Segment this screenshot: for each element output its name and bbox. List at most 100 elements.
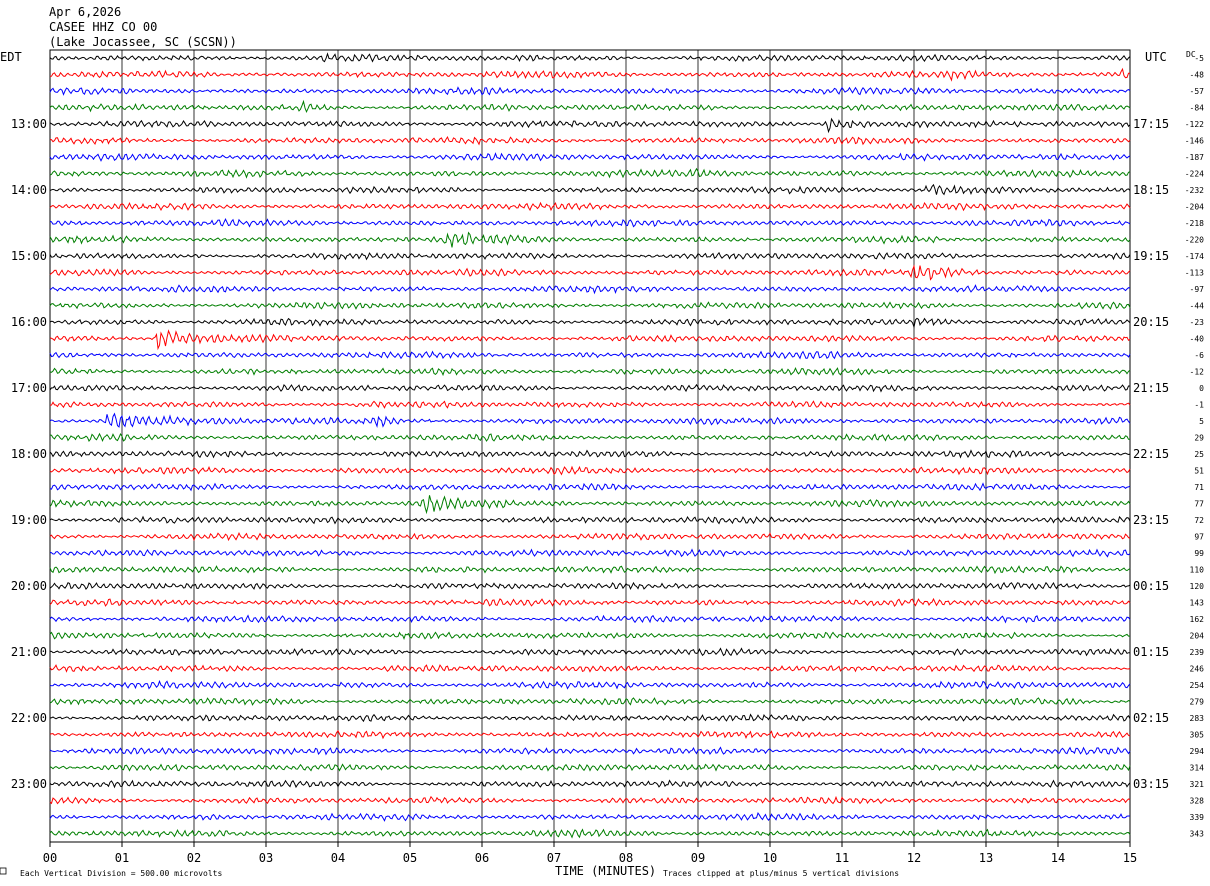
- dc-offset-label: -44: [1190, 302, 1205, 311]
- trace-line-12: [49, 251, 1131, 261]
- dc-offset-label: -232: [1185, 186, 1204, 195]
- corner-mark-icon: [0, 867, 7, 875]
- trace-line-19: [49, 366, 1131, 377]
- dc-offset-label: 246: [1190, 665, 1205, 674]
- x-tick-label: 14: [1051, 851, 1065, 865]
- trace-line-0: [49, 52, 1131, 63]
- left-hour-label: 18:00: [11, 447, 47, 461]
- dc-offset-label: -48: [1190, 71, 1205, 80]
- dc-offset-label: -113: [1185, 269, 1204, 278]
- right-hour-label: 18:15: [1133, 183, 1169, 197]
- dc-offset-label: -23: [1190, 318, 1205, 327]
- trace-line-44: [49, 779, 1131, 789]
- trace-line-15: [49, 301, 1131, 310]
- x-tick-label: 03: [259, 851, 273, 865]
- left-hour-label: 22:00: [11, 711, 47, 725]
- trace-line-28: [49, 515, 1131, 525]
- trace-line-23: [49, 432, 1130, 442]
- trace-line-13: [49, 264, 1131, 281]
- dc-offset-label: -146: [1185, 137, 1204, 146]
- trace-line-1: [49, 67, 1130, 82]
- trace-line-34: [49, 614, 1131, 624]
- trace-line-18: [49, 350, 1131, 360]
- dc-offset-label: 283: [1190, 714, 1205, 723]
- left-hour-label: 13:00: [11, 117, 47, 131]
- dc-offset-label: 99: [1194, 549, 1204, 558]
- trace-line-45: [49, 795, 1131, 805]
- dc-offset-label: -6: [1194, 351, 1204, 360]
- trace-line-7: [49, 167, 1131, 179]
- dc-offset-label: 162: [1190, 615, 1205, 624]
- dc-offset-label: -187: [1185, 153, 1204, 162]
- dc-offset-label: 254: [1190, 681, 1205, 690]
- right-hour-label: 23:15: [1133, 513, 1169, 527]
- scale-note: Each Vertical Division = 500.00 microvol…: [20, 869, 222, 878]
- trace-line-14: [49, 284, 1131, 295]
- x-tick-label: 02: [187, 851, 201, 865]
- left-hour-label: 19:00: [11, 513, 47, 527]
- right-hour-label: 17:15: [1133, 117, 1169, 131]
- dc-offset-label: 239: [1190, 648, 1205, 657]
- trace-line-17: [49, 329, 1131, 351]
- right-timezone-label: UTC: [1145, 50, 1167, 64]
- dc-offset-label: 321: [1190, 780, 1205, 789]
- trace-line-16: [49, 317, 1131, 329]
- trace-line-41: [49, 729, 1131, 740]
- trace-line-47: [49, 828, 1131, 839]
- clip-note: Traces clipped at plus/minus 5 vertical …: [663, 869, 899, 878]
- right-hour-label: 00:15: [1133, 579, 1169, 593]
- trace-line-36: [49, 647, 1130, 657]
- trace-line-33: [49, 597, 1131, 608]
- dc-offset-label: 339: [1190, 813, 1205, 822]
- trace-line-39: [49, 697, 1131, 706]
- dc-offset-label: 71: [1194, 483, 1204, 492]
- dc-offset-label: 29: [1194, 434, 1204, 443]
- dc-offset-label: -12: [1190, 368, 1205, 377]
- trace-line-30: [49, 548, 1131, 558]
- left-hour-label: 21:00: [11, 645, 47, 659]
- x-tick-label: 01: [115, 851, 129, 865]
- location-label: (Lake Jocassee, SC (SCSN)): [49, 35, 237, 49]
- dc-offset-label: 120: [1190, 582, 1205, 591]
- right-hour-label: 19:15: [1133, 249, 1169, 263]
- x-tick-label: 07: [547, 851, 561, 865]
- trace-line-46: [49, 811, 1130, 822]
- dc-offset-label: -218: [1185, 219, 1204, 228]
- trace-line-8: [49, 183, 1131, 196]
- x-tick-label: 06: [475, 851, 489, 865]
- trace-line-40: [49, 713, 1131, 723]
- dc-offset-label: 343: [1190, 830, 1205, 839]
- dc-offset-label: 72: [1194, 516, 1204, 525]
- dc-offset-label: 51: [1194, 467, 1204, 476]
- left-hour-label: 16:00: [11, 315, 47, 329]
- station-label: CASEE HHZ CO 00: [49, 20, 157, 34]
- dc-offset-label: 294: [1190, 747, 1205, 756]
- trace-line-29: [49, 532, 1131, 542]
- x-tick-label: 08: [619, 851, 633, 865]
- x-axis-title: TIME (MINUTES): [555, 864, 656, 878]
- trace-line-11: [49, 231, 1131, 248]
- date-label: Apr 6,2026: [49, 5, 121, 19]
- dc-offset-label: 5: [1199, 417, 1204, 426]
- x-tick-label: 00: [43, 851, 57, 865]
- dc-offset-label: -97: [1190, 285, 1205, 294]
- x-tick-label: 12: [907, 851, 921, 865]
- dc-offset-label: -84: [1190, 104, 1205, 113]
- trace-line-35: [49, 631, 1130, 640]
- dc-offset-label: 328: [1190, 797, 1205, 806]
- left-hour-label: 14:00: [11, 183, 47, 197]
- left-timezone-label: EDT: [0, 50, 22, 64]
- right-hour-label: 02:15: [1133, 711, 1169, 725]
- left-hour-label: 17:00: [11, 381, 47, 395]
- axis-labels: 00 01 02 03 04 05 06 07 08 09 10 11 12 13 14 15-5-48-57…: [11, 54, 1204, 865]
- trace-line-9: [49, 201, 1131, 212]
- dc-offset-label: 314: [1190, 764, 1205, 773]
- dc-offset-label: -40: [1190, 335, 1205, 344]
- dc-offset-label: -224: [1185, 170, 1204, 179]
- trace-line-2: [49, 86, 1131, 96]
- trace-line-26: [49, 482, 1131, 492]
- x-tick-label: 11: [835, 851, 849, 865]
- trace-line-31: [49, 565, 1131, 575]
- left-hour-label: 23:00: [11, 777, 47, 791]
